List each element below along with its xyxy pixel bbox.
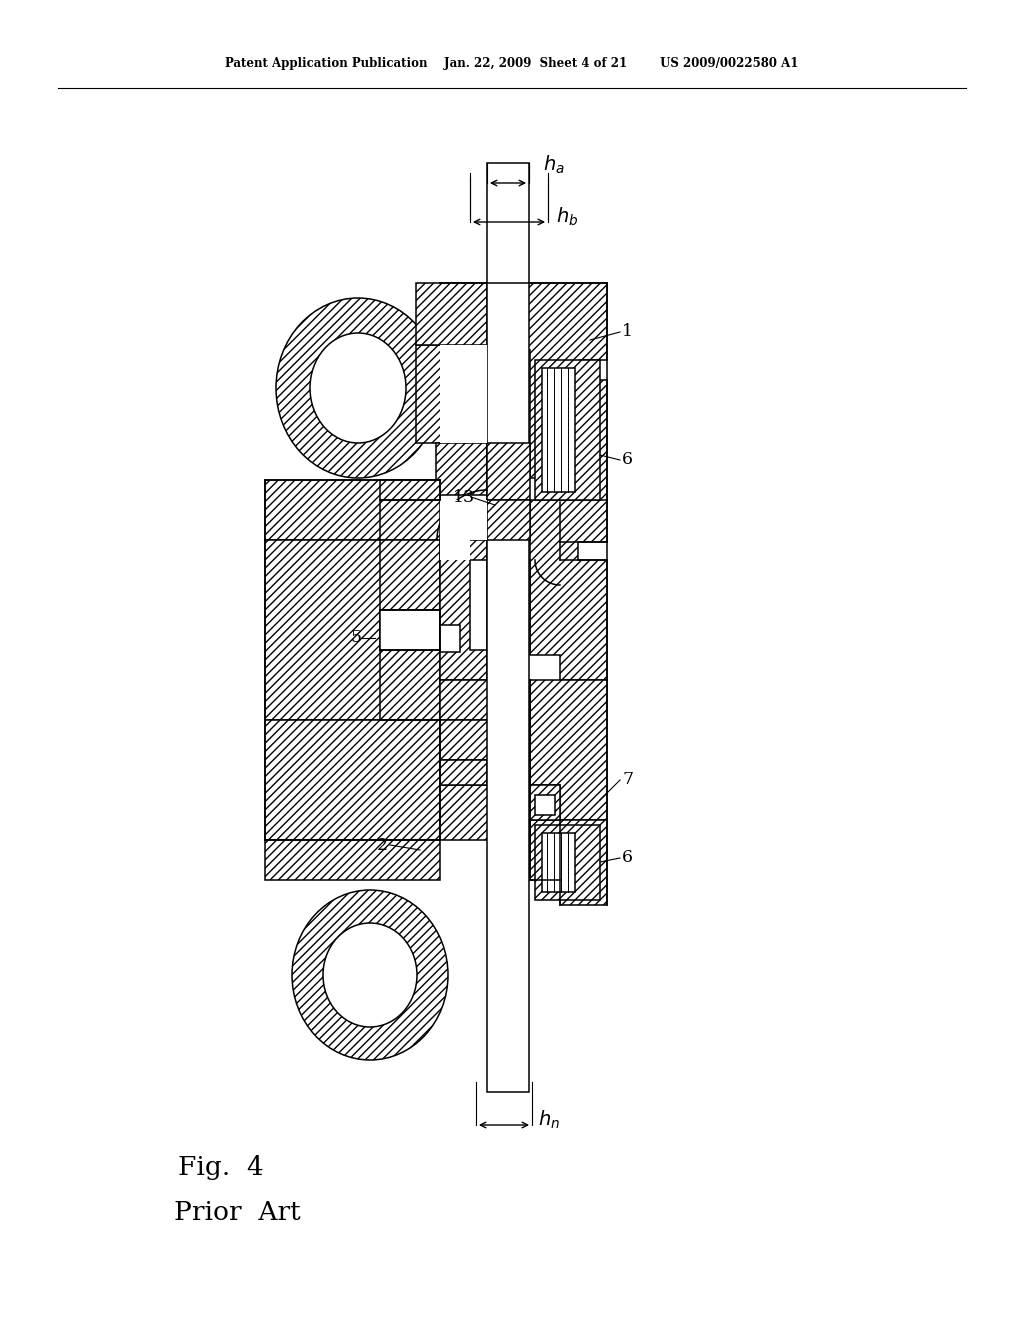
Polygon shape <box>530 785 560 820</box>
Polygon shape <box>440 282 607 502</box>
Polygon shape <box>416 345 487 444</box>
Polygon shape <box>416 282 487 345</box>
Text: Fig.  4: Fig. 4 <box>178 1155 264 1180</box>
Text: 2: 2 <box>377 837 388 854</box>
Polygon shape <box>487 444 530 500</box>
Polygon shape <box>440 785 530 840</box>
Polygon shape <box>530 820 607 906</box>
Polygon shape <box>542 368 575 492</box>
Polygon shape <box>380 610 440 649</box>
Polygon shape <box>542 833 575 892</box>
Text: 7: 7 <box>622 771 633 788</box>
Ellipse shape <box>276 298 440 478</box>
Polygon shape <box>265 719 440 840</box>
Text: 5: 5 <box>350 630 361 647</box>
Polygon shape <box>265 840 440 880</box>
Text: Prior  Art: Prior Art <box>174 1200 301 1225</box>
Polygon shape <box>487 560 530 649</box>
Polygon shape <box>440 540 487 680</box>
Text: 6: 6 <box>622 850 633 866</box>
Polygon shape <box>486 350 530 459</box>
Text: Patent Application Publication    Jan. 22, 2009  Sheet 4 of 21        US 2009/00: Patent Application Publication Jan. 22, … <box>225 57 799 70</box>
Polygon shape <box>535 825 600 900</box>
Polygon shape <box>487 500 530 540</box>
Text: $h_n$: $h_n$ <box>538 1109 560 1131</box>
Polygon shape <box>535 360 600 500</box>
Polygon shape <box>440 540 470 560</box>
Polygon shape <box>440 680 530 719</box>
Ellipse shape <box>310 333 406 444</box>
Text: 1: 1 <box>622 323 633 341</box>
Text: $h_a$: $h_a$ <box>543 154 565 176</box>
Text: 13: 13 <box>453 488 475 506</box>
Text: 6: 6 <box>622 451 633 469</box>
Polygon shape <box>380 480 440 500</box>
Polygon shape <box>487 162 529 1092</box>
Polygon shape <box>530 500 607 680</box>
Polygon shape <box>530 680 607 820</box>
Polygon shape <box>440 624 460 652</box>
Polygon shape <box>440 719 530 785</box>
Polygon shape <box>265 480 440 540</box>
Polygon shape <box>440 345 487 444</box>
Polygon shape <box>265 540 440 719</box>
Ellipse shape <box>292 890 449 1060</box>
Text: $h_b$: $h_b$ <box>556 206 579 228</box>
Polygon shape <box>535 795 555 814</box>
Ellipse shape <box>323 923 417 1027</box>
Polygon shape <box>440 500 487 540</box>
Polygon shape <box>440 760 487 785</box>
Polygon shape <box>436 444 487 495</box>
